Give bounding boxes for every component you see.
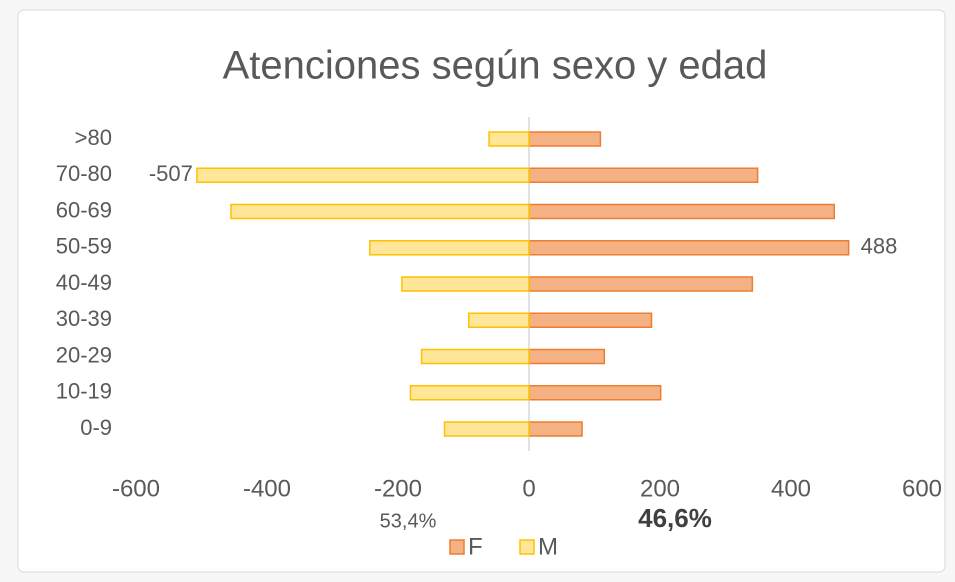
x-tick-label: 600	[902, 475, 942, 502]
legend-label: F	[468, 533, 483, 560]
annotation: 53,4%	[380, 510, 437, 532]
y-tick-label: 0-9	[80, 415, 112, 440]
bar	[528, 131, 602, 147]
x-tick-label: -600	[112, 475, 160, 502]
chart-title: Atenciones según sexo y edad	[223, 44, 768, 88]
y-tick-label: 50-59	[56, 234, 112, 259]
bar	[488, 131, 530, 147]
annotation: 46,6%	[638, 503, 712, 533]
bar	[369, 240, 530, 256]
bar	[528, 312, 653, 328]
bar	[409, 385, 530, 401]
bar	[443, 421, 530, 437]
legend-swatch	[449, 539, 465, 555]
bar	[196, 167, 530, 183]
bar	[528, 240, 850, 256]
bar	[528, 203, 835, 220]
data-label: 488	[861, 234, 898, 259]
x-tick-label: 200	[640, 475, 680, 502]
legend-swatch	[519, 539, 535, 555]
y-tick-label: >80	[75, 125, 112, 150]
y-tick-label: 40-49	[56, 270, 112, 295]
x-tick-label: 0	[522, 475, 535, 502]
bar	[528, 167, 759, 183]
y-tick-label: 10-19	[56, 379, 112, 404]
y-tick-label: 60-69	[56, 197, 112, 222]
legend-label: M	[538, 533, 558, 560]
y-tick-label: 20-29	[56, 342, 112, 367]
bar	[467, 312, 530, 328]
bar	[528, 276, 754, 292]
x-tick-label: 400	[771, 475, 811, 502]
x-tick-label: -400	[243, 475, 291, 502]
y-tick-label: 30-39	[56, 306, 112, 331]
bar	[230, 203, 530, 220]
x-tick-label: -200	[374, 475, 422, 502]
bar	[528, 421, 583, 437]
data-label: -507	[149, 161, 193, 186]
bar	[420, 348, 530, 365]
bar	[401, 276, 530, 292]
y-tick-label: 70-80	[56, 161, 112, 186]
bar	[528, 348, 606, 365]
bar	[528, 385, 662, 401]
